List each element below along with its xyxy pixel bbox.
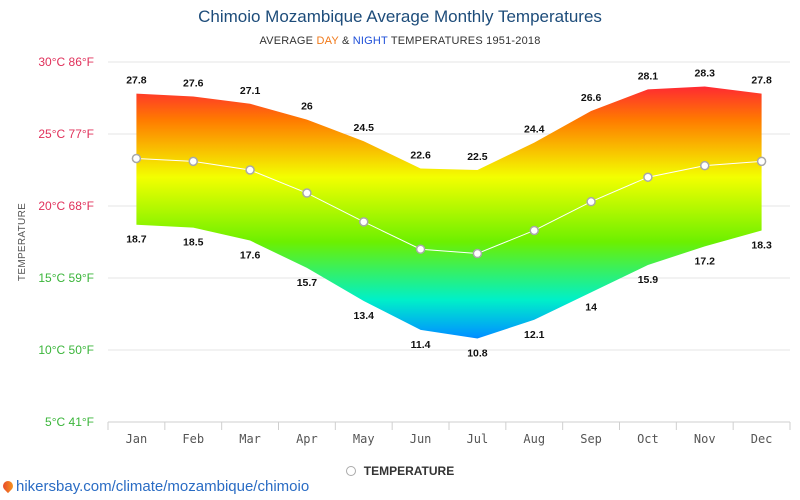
y-axis: 30°C 86°F 25°C 77°F 20°C 68°F 15°C 59°F 10°C…: [38, 55, 94, 429]
average-point: [586, 196, 596, 207]
night-value-label: 18.5: [183, 237, 204, 249]
source-url: hikersbay.com/climate/mozambique/chimoio: [16, 478, 310, 495]
y-tick-label: 20°C 68°F: [38, 199, 94, 213]
subtitle-night: NIGHT: [352, 35, 388, 47]
night-value-label: 11.4: [411, 339, 431, 351]
day-value-label: 27.8: [126, 75, 147, 87]
night-value-label: 15.7: [297, 277, 318, 289]
average-markers: [131, 153, 767, 259]
night-value-label: 13.4: [354, 310, 375, 322]
x-tick-label: Mar: [239, 432, 261, 446]
day-value-label: 26.6: [581, 92, 602, 104]
x-tick-label: Aug: [523, 432, 545, 446]
average-point: [302, 188, 312, 198]
night-value-label: 17.2: [695, 255, 716, 267]
chart-title: Chimoio Mozambique Average Monthly Tempe…: [198, 7, 602, 26]
day-value-label: 22.6: [410, 150, 431, 162]
average-point: [131, 153, 142, 164]
x-axis: Jan Feb Mar Apr May Jun Jul Aug Sep Oct Nov Dec: [107, 421, 791, 446]
subtitle-day: DAY: [316, 35, 339, 47]
night-value-label: 14: [585, 301, 597, 313]
day-value-label: 24.4: [524, 124, 545, 136]
x-tick-label: Oct: [637, 432, 659, 446]
day-value-label: 28.1: [638, 70, 659, 82]
night-value-label: 18.7: [126, 234, 147, 246]
x-tick-label: May: [353, 432, 375, 446]
day-value-label: 24.5: [354, 122, 375, 134]
day-value-label: 28.3: [695, 67, 716, 79]
day-value-label: 27.6: [183, 78, 204, 90]
data-labels: 27.8 27.6 27.1 26 24.5 22.6 22.5 24.4 26.6 28.1 28…: [126, 67, 772, 359]
day-value-label: 27.8: [751, 75, 772, 87]
night-value-label: 17.6: [240, 250, 261, 262]
y-tick-label: 5°C 41°F: [45, 415, 94, 429]
average-point: [700, 160, 710, 171]
day-value-label: 26: [301, 101, 313, 113]
average-point: [529, 225, 539, 236]
night-value-label: 15.9: [638, 274, 659, 286]
average-temperature-line: [136, 157, 762, 255]
average-point: [643, 172, 653, 182]
night-value-label: 12.1: [524, 329, 545, 341]
x-tick-label: Dec: [751, 432, 773, 446]
average-point: [472, 248, 483, 259]
legend-label: TEMPERATURE: [363, 464, 455, 478]
x-tick-label: Nov: [694, 432, 716, 446]
source-link[interactable]: hikersbay.com/climate/mozambique/chimoio: [0, 478, 310, 495]
legend[interactable]: TEMPERATURE: [0, 464, 800, 478]
subtitle-and: &: [338, 35, 353, 47]
x-tick-label: Jul: [467, 432, 489, 446]
y-tick-label: 15°C 59°F: [38, 271, 94, 285]
day-value-label: 27.1: [240, 85, 261, 97]
day-value-label: 22.5: [467, 151, 488, 163]
y-tick-label: 30°C 86°F: [38, 55, 94, 69]
x-tick-label: Feb: [182, 432, 204, 446]
y-axis-label: TEMPERATURE: [17, 203, 28, 281]
temperature-chart: 30°C 86°F 25°C 77°F 20°C 68°F 15°C 59°F 10°C…: [17, 55, 791, 446]
day-night-band: [136, 86, 762, 339]
x-tick-label: Apr: [296, 432, 318, 446]
night-value-label: 10.8: [467, 347, 488, 359]
x-tick-label: Jun: [410, 432, 432, 446]
x-tick-label: Jan: [126, 432, 148, 446]
average-point: [359, 217, 369, 227]
legend-circle-icon: [345, 466, 356, 476]
x-tick-label: Sep: [580, 432, 602, 446]
subtitle-suffix: TEMPERATURES 1951-2018: [387, 35, 541, 47]
average-point: [756, 156, 767, 167]
subtitle-prefix: AVERAGE: [259, 35, 317, 47]
average-point: [245, 165, 255, 175]
map-pin-icon: [0, 478, 16, 494]
chart-subtitle: AVERAGE DAY & NIGHT TEMPERATURES 1951-20…: [0, 35, 800, 47]
average-point: [188, 156, 198, 167]
y-tick-label: 25°C 77°F: [38, 127, 94, 141]
average-point: [415, 244, 426, 254]
y-tick-label: 10°C 50°F: [38, 343, 94, 357]
night-value-label: 18.3: [751, 239, 772, 251]
